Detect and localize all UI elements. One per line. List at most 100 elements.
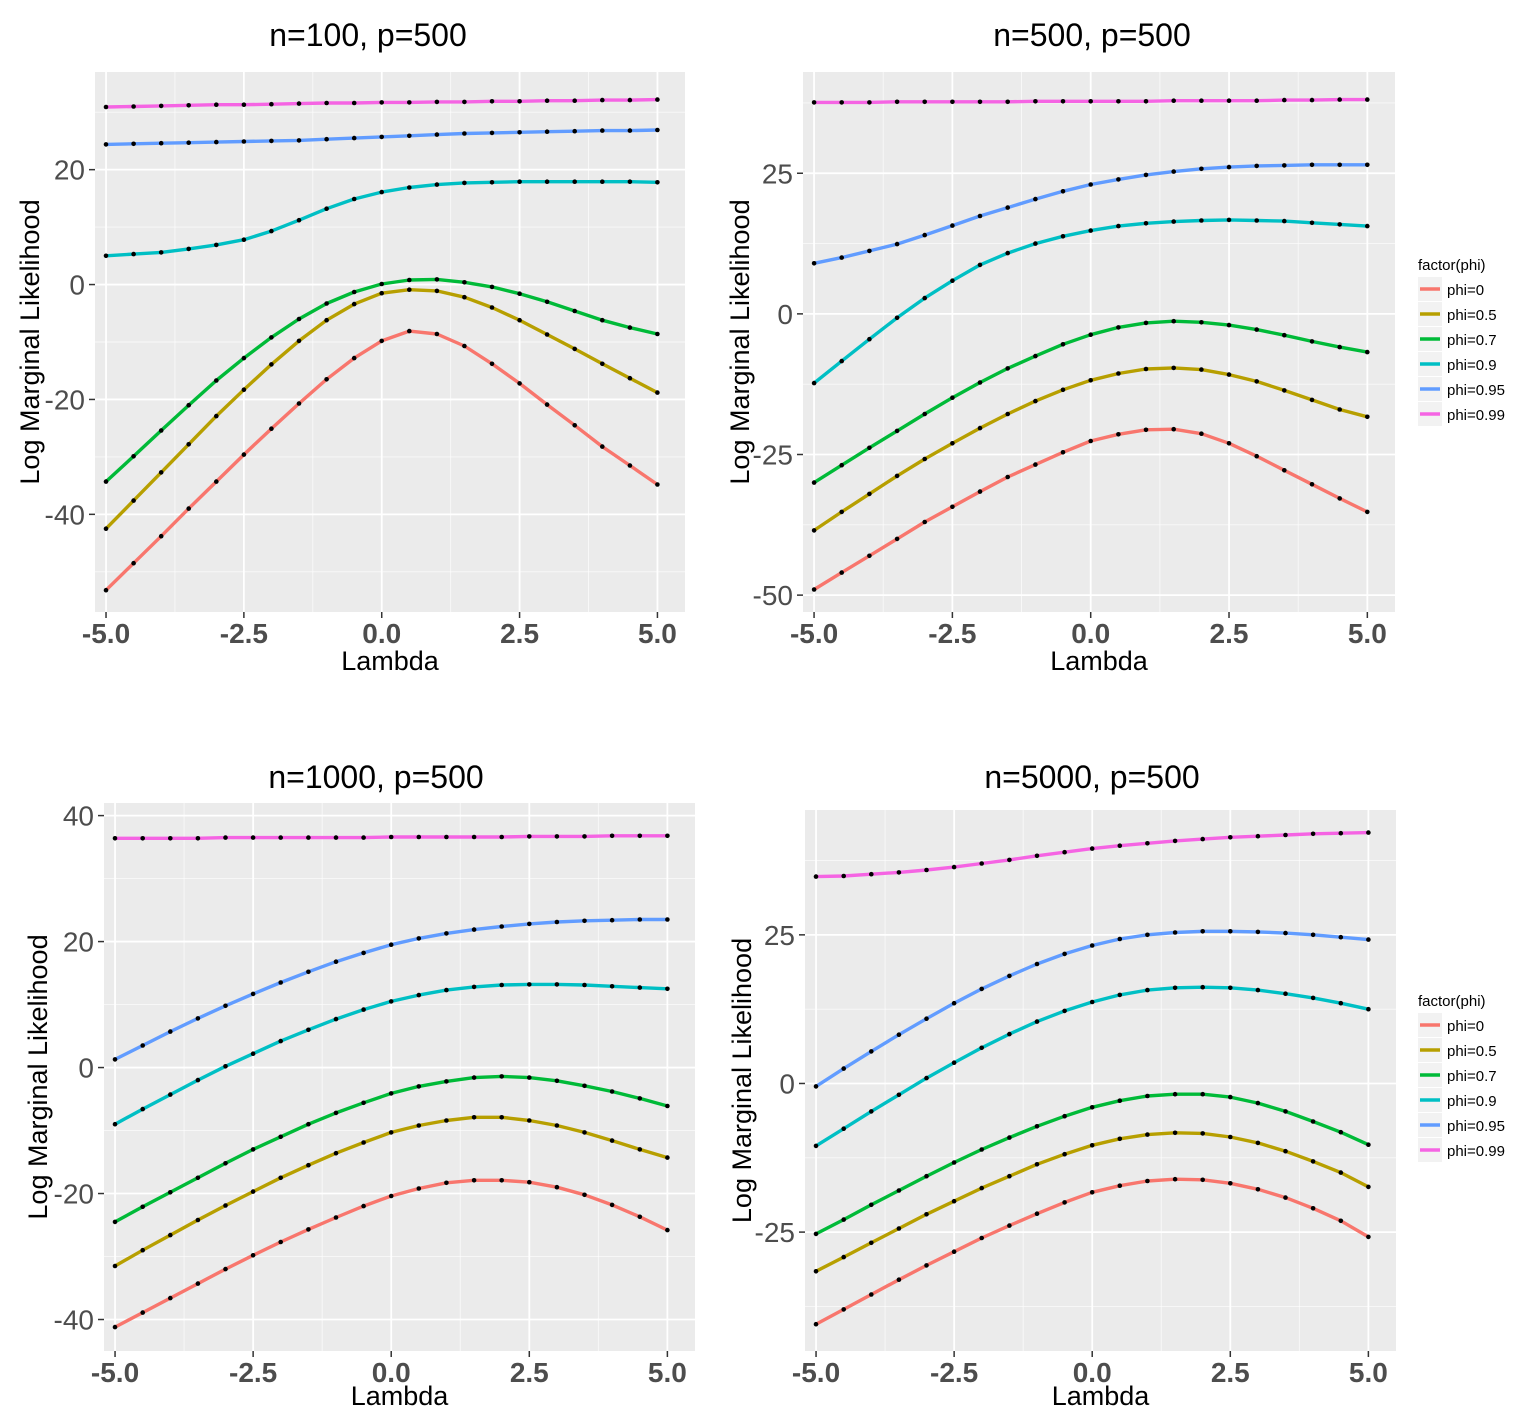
data-point: [379, 134, 385, 140]
data-point: [158, 103, 164, 109]
data-point: [1117, 1136, 1123, 1142]
data-point: [269, 335, 274, 340]
data-point: [924, 1263, 929, 1268]
data-point: [499, 834, 505, 840]
data-point: [841, 873, 846, 879]
data-point: [979, 1147, 984, 1152]
data-point: [103, 104, 109, 110]
data-point: [1088, 378, 1093, 383]
minor-grid: [805, 810, 1396, 1351]
data-point: [1228, 1094, 1233, 1100]
data-point: [572, 98, 577, 103]
data-point: [1007, 1173, 1012, 1179]
data-point: [517, 99, 522, 104]
data-point: [407, 277, 412, 283]
data-point: [554, 982, 560, 987]
data-point: [1005, 205, 1010, 210]
data-point: [434, 182, 440, 187]
data-point: [1007, 1031, 1012, 1037]
data-point: [813, 1084, 819, 1089]
data-point: [1255, 1187, 1261, 1192]
data-point: [527, 1075, 532, 1080]
legend-label: phi=0.5: [1447, 307, 1497, 324]
data-point: [407, 185, 412, 190]
data-point: [361, 1140, 366, 1145]
data-point: [1172, 985, 1178, 991]
minor-grid: [95, 72, 685, 612]
data-point: [894, 536, 900, 542]
data-point: [1254, 379, 1259, 384]
data-point: [1060, 99, 1066, 104]
data-point: [250, 1147, 256, 1152]
data-point: [1005, 99, 1010, 105]
data-point: [131, 104, 136, 109]
data-point: [1282, 97, 1287, 103]
axis-ticks: -5.0 -2.5 0.0 2.5 5.0 -50 -25 0 25: [753, 158, 1387, 649]
data-point: [1282, 332, 1287, 338]
data-point: [922, 295, 927, 301]
data-point: [269, 426, 274, 432]
data-point: [444, 1079, 449, 1084]
data-point: [223, 1003, 228, 1009]
data-point: [1228, 1181, 1233, 1186]
data-point: [1060, 342, 1066, 347]
data-point: [977, 489, 983, 494]
data-point: [489, 361, 495, 367]
data-point: [278, 1134, 284, 1140]
data-point: [434, 331, 440, 337]
data-point: [1143, 320, 1149, 326]
data-point: [665, 833, 670, 839]
y-tick-label: 20: [63, 927, 94, 958]
data-point: [841, 1254, 846, 1260]
data-point: [306, 1121, 311, 1127]
legend-2: factor(phi) phi=0 phi=0.5 phi=0.7 phi=0.9 phi…: [1418, 257, 1505, 426]
data-point: [1337, 162, 1342, 168]
data-point: [1116, 371, 1121, 376]
data-point: [1034, 961, 1040, 967]
data-point: [1143, 99, 1149, 104]
data-point: [140, 1043, 145, 1048]
data-point: [896, 1092, 902, 1098]
data-point: [103, 587, 109, 593]
data-point: [223, 1161, 228, 1166]
data-point: [407, 133, 412, 139]
data-point: [140, 1204, 145, 1210]
data-point: [1309, 162, 1315, 168]
data-point: [499, 982, 505, 988]
data-point: [1255, 833, 1261, 839]
data-point: [140, 1106, 145, 1112]
axis-ticks: -5.0 -2.5 0.0 2.5 5.0 -25 0 25: [755, 920, 1388, 1388]
series-points: [811, 97, 1370, 592]
data-point: [278, 835, 284, 840]
data-point: [1007, 857, 1012, 863]
data-point: [1365, 414, 1370, 420]
data-point: [1171, 169, 1176, 174]
data-point: [269, 228, 274, 234]
data-point: [214, 102, 219, 107]
data-point: [131, 251, 136, 257]
data-point: [1310, 1119, 1316, 1124]
x-tick-label: -2.5: [930, 1357, 978, 1388]
data-point: [140, 836, 145, 841]
data-point: [1226, 98, 1232, 103]
legend-label: phi=0.5: [1447, 1043, 1497, 1060]
x-tick-label: 0.0: [1073, 1357, 1112, 1388]
data-point: [168, 836, 173, 841]
data-point: [1145, 1178, 1150, 1184]
data-point: [250, 991, 256, 997]
data-point: [168, 1190, 173, 1195]
data-point: [867, 100, 872, 105]
data-point: [977, 262, 983, 268]
x-tick-label: 5.0: [1349, 1357, 1388, 1388]
data-point: [223, 835, 228, 840]
data-point: [813, 1321, 819, 1327]
data-point: [1117, 992, 1123, 998]
data-point: [867, 336, 872, 342]
x-tick-label: 5.0: [638, 618, 677, 649]
data-point: [462, 294, 467, 300]
data-point: [214, 242, 219, 248]
data-point: [1062, 1008, 1067, 1014]
data-point: [1034, 1211, 1040, 1216]
data-point: [158, 140, 164, 146]
